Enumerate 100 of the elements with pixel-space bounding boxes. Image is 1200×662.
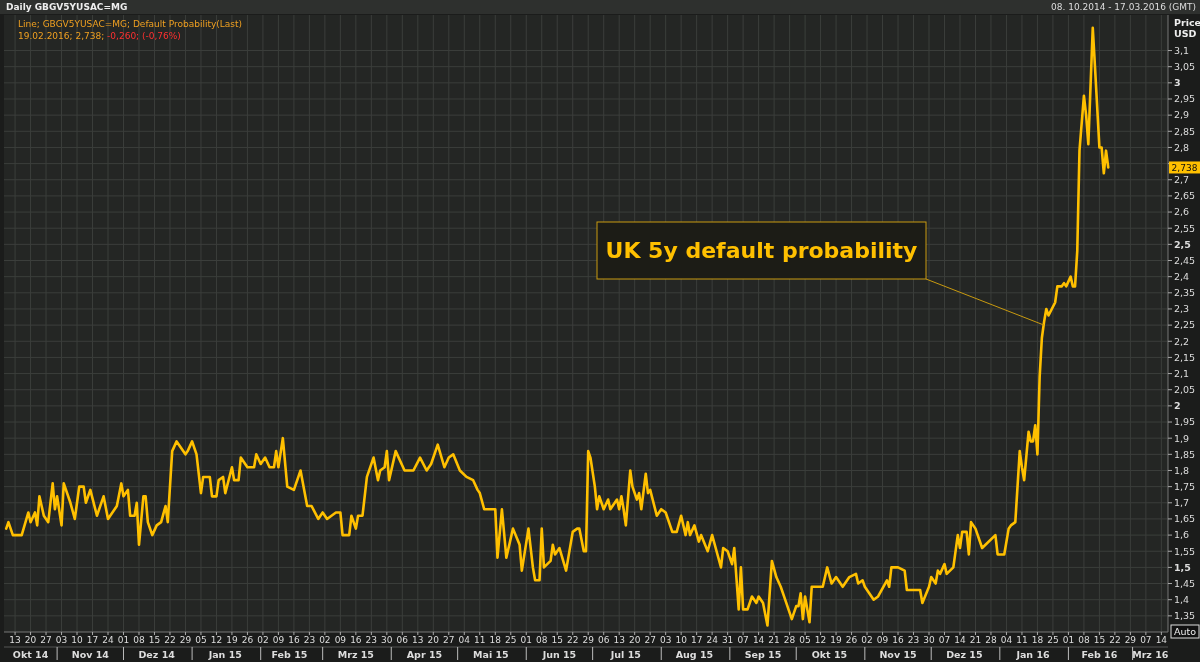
x-tick-label: 18 — [1031, 635, 1044, 645]
x2-tick-label: Mrz 16 — [1132, 649, 1169, 660]
x-tick-label: 31 — [721, 635, 734, 645]
x-tick-label: 07 — [737, 635, 749, 645]
y-tick-label: 1,7 — [1174, 497, 1190, 509]
x-tick-label: 15 — [1093, 635, 1106, 645]
y-tick-label: 1,45 — [1174, 577, 1196, 589]
x2-tick-label: Mrz 15 — [337, 649, 374, 660]
y-tick-label: 2,45 — [1174, 254, 1196, 266]
x2-tick-label: Okt 14 — [12, 649, 49, 660]
text: 2,738 — [1171, 162, 1198, 173]
x-tick-label: 08 — [1078, 635, 1090, 645]
x-tick-label: 15 — [148, 635, 161, 645]
x-tick-label: 19 — [226, 635, 238, 645]
y-axis-title: Price USD — [1174, 16, 1200, 39]
x2-tick-label: Dez 15 — [946, 649, 983, 660]
x2-tick-label: Feb 15 — [271, 649, 308, 660]
x-tick-label: 26 — [241, 635, 254, 645]
annotation: 19.02.2016; 2,738; -0,260; (-0,76%) — [18, 31, 181, 41]
y-tick-label: 2,95 — [1174, 93, 1196, 105]
x-tick-label: 20 — [427, 635, 440, 645]
x-tick-label: 20 — [24, 635, 37, 645]
x2-tick-label: Aug 15 — [675, 649, 714, 660]
x-tick-label: 28 — [783, 635, 796, 645]
y-tick-label: 1,55 — [1174, 545, 1196, 557]
x-tick-label: 11 — [474, 635, 486, 645]
x-tick-label: 02 — [861, 635, 873, 645]
x-tick-label: 05 — [799, 635, 811, 645]
y-tick-label: 2,6 — [1174, 206, 1190, 218]
x-tick-label: 05 — [195, 635, 207, 645]
x-tick-label: 23 — [303, 635, 316, 645]
x-tick-label: 07 — [938, 635, 951, 645]
x-tick-label: 29 — [1124, 635, 1137, 645]
x-tick-label: 27 — [644, 635, 656, 645]
x-tick-label: 14 — [954, 635, 966, 645]
x2-tick-label: Jan 16 — [1015, 649, 1051, 660]
y-tick-label: 3,05 — [1174, 61, 1196, 73]
x2-tick-label: Sep 15 — [744, 649, 782, 660]
chart-subtitle: Line; GBGV5YUSAC=MG; Default Probability(Last) — [18, 19, 243, 29]
x-tick-label: 13 — [9, 635, 21, 645]
x-tick-label: 02 — [257, 635, 269, 645]
y-tick-label: 1,9 — [1174, 432, 1190, 444]
x-tick-label: 06 — [597, 635, 610, 645]
y-tick-label: 2,55 — [1174, 222, 1196, 234]
x2-tick-label: Mai 15 — [473, 649, 509, 660]
x2-tick-label: Jun 15 — [541, 649, 577, 660]
x-tick-label: 24 — [706, 635, 719, 645]
x2-tick-label: Jul 15 — [609, 649, 641, 660]
y-tick-label: 2,3 — [1174, 303, 1190, 315]
x-tick-label: 26 — [845, 635, 858, 645]
y-tick-label: 3 — [1174, 77, 1181, 89]
y-tick-label: 1,65 — [1174, 513, 1196, 525]
x-tick-label: 12 — [814, 635, 827, 645]
x-tick-label: 29 — [582, 635, 595, 645]
y-tick-label: 1,4 — [1174, 594, 1190, 606]
y-tick-label: 3,1 — [1174, 44, 1190, 56]
x2-tick-label: Okt 15 — [811, 649, 848, 660]
y-tick-label: 2,05 — [1174, 384, 1196, 396]
x2-tick-label: Dez 14 — [138, 649, 176, 660]
x-tick-label: 09 — [272, 635, 285, 645]
x-tick-label: 14 — [752, 635, 765, 645]
x-tick-label: 27 — [40, 635, 52, 645]
x-tick-label: 13 — [412, 635, 424, 645]
y-tick-label: 1,85 — [1174, 448, 1196, 460]
y-tick-label: 2,25 — [1174, 319, 1196, 331]
y-tick-label: 2,85 — [1174, 125, 1196, 137]
y-tick-label: 1,6 — [1174, 529, 1190, 541]
x-tick-label: 13 — [613, 635, 625, 645]
x-tick-label: 09 — [334, 635, 347, 645]
x-tick-label: 17 — [86, 635, 99, 645]
x-tick-label: 23 — [365, 635, 378, 645]
y-tick-label: 2,5 — [1174, 238, 1191, 250]
y-tick-label: 2,1 — [1174, 367, 1190, 379]
x-tick-label: 22 — [164, 635, 176, 645]
x-tick-label: 15 — [551, 635, 563, 645]
x-tick-label: 09 — [876, 635, 889, 645]
text: 08. 10.2014 - 17.03.2016 (GMT) — [1050, 2, 1196, 12]
x-tick-label: 28 — [985, 635, 997, 645]
y-tick-label: 2,15 — [1174, 351, 1196, 363]
x-tick-label: 03 — [659, 635, 672, 645]
x-tick-label: 25 — [1047, 635, 1059, 645]
x-tick-label: 08 — [133, 635, 145, 645]
y-tick-label: 2,4 — [1174, 270, 1190, 282]
y-tick-label: 2,9 — [1174, 109, 1190, 121]
y-tick-label: 2,65 — [1174, 190, 1196, 202]
x-tick-label: 16 — [288, 635, 300, 645]
x-tick-label: 24 — [102, 635, 115, 645]
x-tick-label: 18 — [489, 635, 502, 645]
x-tick-label: 16 — [350, 635, 362, 645]
x-tick-label: 16 — [892, 635, 905, 645]
x-tick-label: 07 — [1140, 635, 1152, 645]
x2-tick-label: Nov 15 — [879, 649, 917, 660]
annotation: UK 5y default probability — [605, 238, 918, 264]
x-tick-label: 01 — [117, 635, 130, 645]
x-tick-label: 22 — [1109, 635, 1121, 645]
y-tick-label: 1,5 — [1174, 561, 1191, 573]
auto-button: Auto — [1170, 624, 1200, 639]
x-tick-label: 21 — [969, 635, 982, 645]
chart-title: Daily GBGV5YUSAC=MG — [6, 2, 128, 12]
y-tick-label: 2,2 — [1174, 335, 1190, 347]
